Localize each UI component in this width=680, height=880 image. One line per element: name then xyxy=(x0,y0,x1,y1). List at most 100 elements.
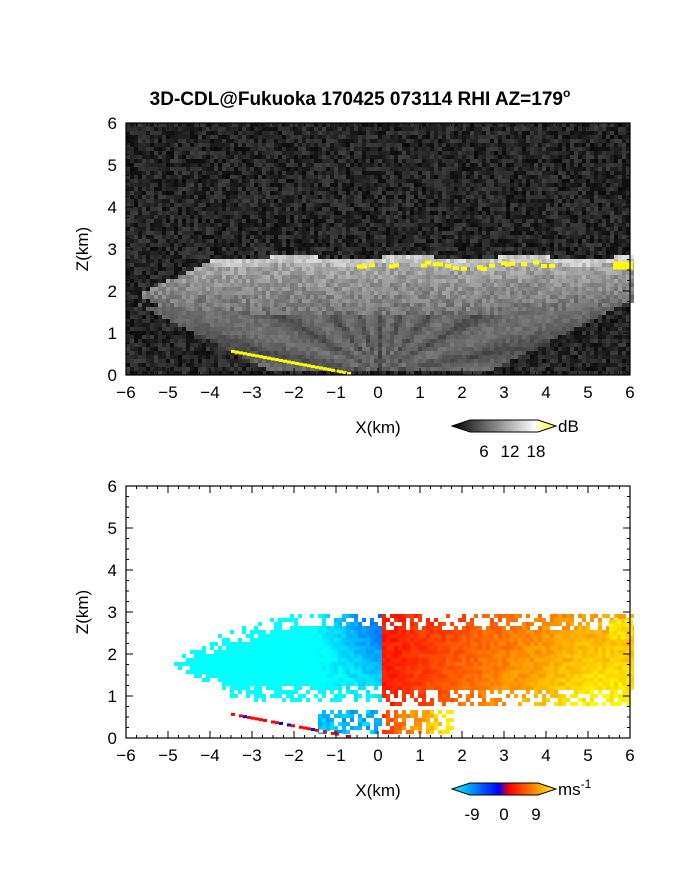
noise-pixel xyxy=(518,207,522,211)
noise-pixel xyxy=(502,207,506,211)
noise-pixel xyxy=(602,215,606,219)
noise-pixel xyxy=(234,159,238,163)
noise-pixel xyxy=(298,191,302,195)
noise-pixel xyxy=(302,131,306,135)
noise-pixel xyxy=(346,167,350,171)
noise-pixel xyxy=(134,231,138,235)
noise-pixel xyxy=(382,183,386,187)
noise-pixel xyxy=(354,203,358,207)
noise-pixel xyxy=(362,247,366,251)
noise-pixel xyxy=(154,227,158,231)
noise-pixel xyxy=(150,223,154,227)
noise-pixel xyxy=(174,151,178,155)
noise-pixel xyxy=(298,183,302,187)
noise-pixel xyxy=(318,151,322,155)
noise-pixel xyxy=(390,251,394,255)
noise-pixel xyxy=(350,151,354,155)
noise-pixel xyxy=(526,251,530,255)
noise-pixel xyxy=(322,227,326,231)
noise-pixel xyxy=(286,227,290,231)
noise-pixel xyxy=(438,139,442,143)
noise-pixel xyxy=(530,207,534,211)
noise-pixel xyxy=(186,267,190,271)
noise-pixel xyxy=(202,251,206,255)
noise-pixel xyxy=(214,235,218,239)
noise-pixel xyxy=(298,135,302,139)
noise-pixel xyxy=(146,239,150,243)
noise-pixel xyxy=(330,227,334,231)
noise-pixel xyxy=(578,199,582,203)
noise-pixel xyxy=(502,151,506,155)
noise-pixel xyxy=(482,171,486,175)
noise-pixel xyxy=(306,215,310,219)
noise-pixel xyxy=(134,131,138,135)
noise-pixel xyxy=(274,191,278,195)
noise-pixel xyxy=(130,139,134,143)
noise-pixel xyxy=(274,123,278,127)
noise-pixel xyxy=(186,231,190,235)
noise-pixel xyxy=(174,231,178,235)
noise-pixel xyxy=(458,143,462,147)
noise-pixel xyxy=(514,251,518,255)
noise-pixel xyxy=(458,203,462,207)
noise-pixel xyxy=(358,195,362,199)
noise-pixel xyxy=(474,231,478,235)
noise-pixel xyxy=(562,215,566,219)
noise-pixel xyxy=(342,219,346,223)
noise-pixel xyxy=(586,143,590,147)
noise-pixel xyxy=(446,223,450,227)
noise-pixel xyxy=(206,139,210,143)
noise-pixel xyxy=(362,191,366,195)
noise-pixel xyxy=(434,239,438,243)
noise-pixel xyxy=(414,223,418,227)
noise-pixel xyxy=(422,163,426,167)
noise-pixel xyxy=(182,175,186,179)
noise-pixel xyxy=(362,223,366,227)
noise-pixel xyxy=(150,275,154,279)
noise-pixel xyxy=(442,135,446,139)
noise-pixel xyxy=(326,207,330,211)
noise-pixel xyxy=(382,167,386,171)
noise-pixel xyxy=(186,127,190,131)
noise-pixel xyxy=(186,203,190,207)
noise-pixel xyxy=(506,143,510,147)
noise-pixel xyxy=(398,151,402,155)
noise-pixel xyxy=(446,195,450,199)
noise-pixel xyxy=(466,227,470,231)
noise-pixel xyxy=(466,247,470,251)
noise-pixel xyxy=(154,211,158,215)
noise-pixel xyxy=(414,123,418,127)
noise-pixel xyxy=(446,135,450,139)
noise-pixel xyxy=(370,159,374,163)
noise-pixel xyxy=(190,243,194,247)
noise-pixel xyxy=(138,259,142,263)
noise-pixel xyxy=(478,135,482,139)
noise-pixel xyxy=(430,167,434,171)
noise-pixel xyxy=(594,151,598,155)
noise-pixel xyxy=(510,131,514,135)
noise-pixel xyxy=(250,251,254,255)
noise-pixel xyxy=(386,207,390,211)
noise-pixel xyxy=(350,139,354,143)
noise-pixel xyxy=(406,223,410,227)
noise-pixel xyxy=(626,135,630,139)
noise-pixel xyxy=(158,187,162,191)
noise-pixel xyxy=(254,183,258,187)
noise-pixel xyxy=(194,203,198,207)
noise-pixel xyxy=(458,215,462,219)
noise-pixel xyxy=(262,243,266,247)
noise-pixel xyxy=(306,171,310,175)
noise-pixel xyxy=(598,239,602,243)
noise-pixel xyxy=(526,159,530,163)
noise-pixel xyxy=(406,163,410,167)
noise-pixel xyxy=(506,135,510,139)
noise-pixel xyxy=(450,183,454,187)
noise-pixel xyxy=(466,235,470,239)
noise-pixel xyxy=(594,155,598,159)
noise-pixel xyxy=(566,127,570,131)
noise-pixel xyxy=(474,151,478,155)
noise-pixel xyxy=(390,231,394,235)
noise-pixel xyxy=(546,131,550,135)
noise-pixel xyxy=(190,263,194,267)
noise-pixel xyxy=(590,171,594,175)
